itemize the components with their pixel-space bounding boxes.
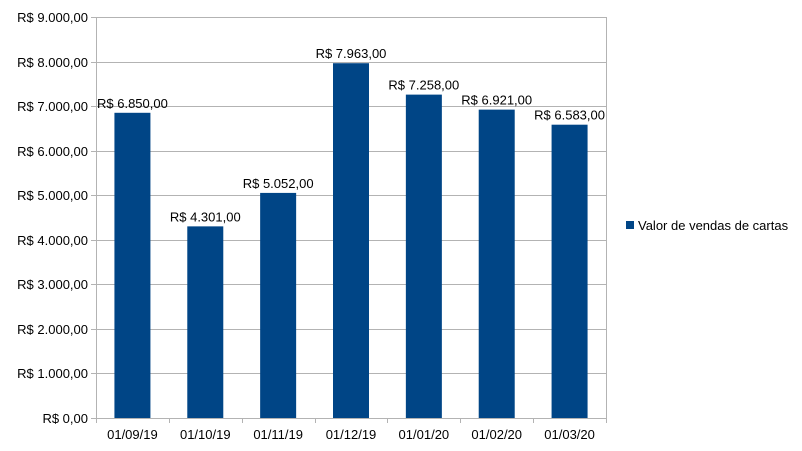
- bar: [405, 94, 442, 418]
- y-tick-label: R$ 9.000,00: [17, 10, 88, 25]
- axes: [96, 17, 607, 423]
- legend-swatch: [626, 221, 634, 229]
- y-tick-label: R$ 7.000,00: [17, 99, 88, 114]
- x-tick-label: 01/01/20: [399, 427, 450, 442]
- bar: [260, 192, 297, 418]
- y-tick-label: R$ 2.000,00: [17, 322, 88, 337]
- x-tick-label: 01/10/19: [180, 427, 231, 442]
- y-tick-label: R$ 1.000,00: [17, 366, 88, 381]
- data-label: R$ 5.052,00: [243, 176, 314, 191]
- data-label: R$ 4.301,00: [170, 209, 241, 224]
- data-label: R$ 6.850,00: [97, 96, 168, 111]
- bar: [478, 109, 515, 419]
- y-tick-labels: R$ 0,00 R$ 1.000,00 R$ 2.000,00 R$ 3.000,00…: [17, 10, 88, 426]
- x-tick-label: 01/09/19: [107, 427, 158, 442]
- y-tick-label: R$ 3.000,00: [17, 277, 88, 292]
- data-label: R$ 6.583,00: [534, 108, 605, 123]
- x-tick-label: 01/11/19: [253, 427, 303, 442]
- x-tick-label: 01/03/20: [544, 427, 595, 442]
- y-tick-label: R$ 5.000,00: [17, 188, 88, 203]
- x-tick-label: 01/12/19: [326, 427, 377, 442]
- bar: [551, 124, 588, 418]
- bar: [187, 226, 224, 418]
- bars: [114, 63, 588, 419]
- legend: Valor de vendas de cartas: [626, 218, 789, 233]
- x-tick-label: 01/02/20: [471, 427, 522, 442]
- data-label: R$ 7.963,00: [316, 46, 387, 61]
- bar: [333, 63, 369, 419]
- bar: [114, 112, 151, 419]
- x-tick-labels: 01/09/19 01/10/19 01/11/19 01/12/19 01/01/20…: [107, 427, 595, 442]
- data-label: R$ 7.258,00: [388, 78, 459, 93]
- y-tick-label: R$ 6.000,00: [17, 144, 88, 159]
- y-tick-label: R$ 8.000,00: [17, 55, 88, 70]
- y-tick-label: R$ 0,00: [42, 411, 88, 426]
- data-label: R$ 6.921,00: [461, 93, 532, 108]
- data-labels: R$ 6.850,00 R$ 4.301,00 R$ 5.052,00 R$ 7.96…: [97, 46, 605, 224]
- legend-label: Valor de vendas de cartas: [638, 218, 789, 233]
- y-tick-label: R$ 4.000,00: [17, 233, 88, 248]
